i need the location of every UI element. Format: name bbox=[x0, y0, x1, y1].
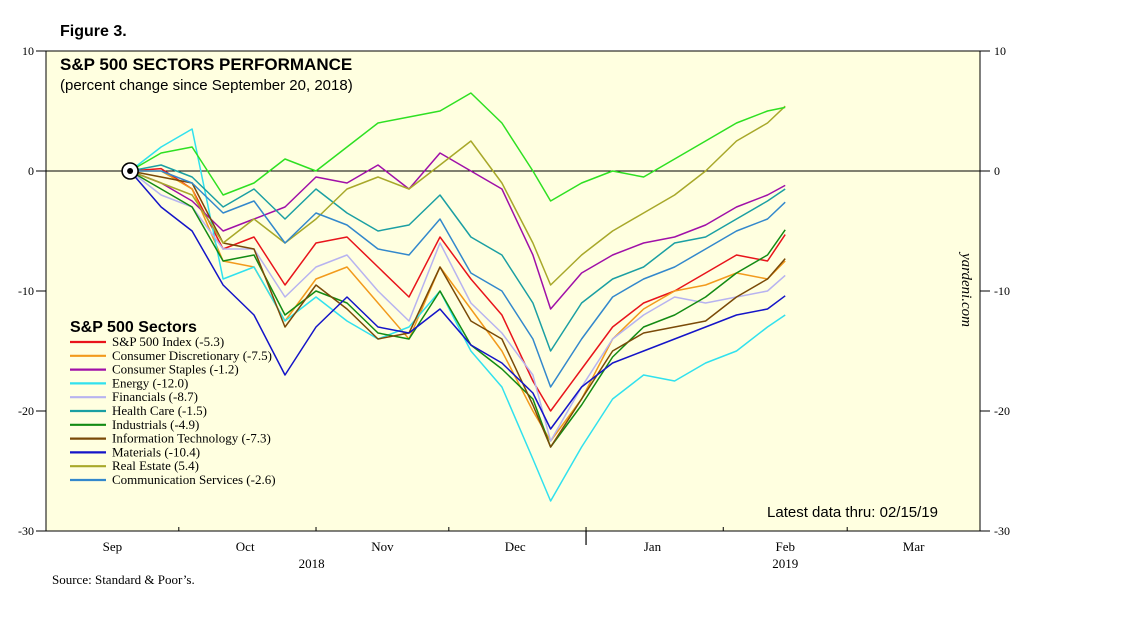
legend-label-consumer-staples: Consumer Staples (-1.2) bbox=[112, 362, 239, 377]
start-marker bbox=[121, 162, 139, 180]
plot-area bbox=[45, 50, 981, 532]
y-tick-label-right: 10 bbox=[994, 44, 1006, 58]
start-marker-dot bbox=[127, 168, 134, 174]
y-tick-label-left: 0 bbox=[28, 164, 34, 178]
x-month-label: Oct bbox=[236, 539, 255, 554]
x-month-label: Sep bbox=[103, 539, 123, 554]
x-month-label: Feb bbox=[775, 539, 795, 554]
y-tick-label-left: 10 bbox=[22, 44, 34, 58]
y-tick-label-right: -30 bbox=[994, 524, 1010, 538]
series-line-materials bbox=[129, 170, 786, 430]
legend-label-real-estate: Real Estate (5.4) bbox=[112, 458, 199, 473]
legend-label-financials: Financials (-8.7) bbox=[112, 389, 198, 404]
legend: S&P 500 Index (-5.3)Consumer Discretiona… bbox=[70, 334, 276, 487]
latest-data-note: Latest data thru: 02/15/19 bbox=[767, 504, 938, 521]
watermark: yardeni.com bbox=[958, 251, 974, 327]
series-line-consumer-staples bbox=[129, 152, 786, 310]
legend-label-health-care: Health Care (-1.5) bbox=[112, 403, 207, 418]
series-line-information-technology bbox=[129, 170, 786, 448]
y-tick-label-right: 0 bbox=[994, 164, 1000, 178]
x-year-label: 2019 bbox=[772, 556, 798, 571]
legend-label-consumer-discretionary: Consumer Discretionary (-7.5) bbox=[112, 348, 272, 363]
legend-label-energy: Energy (-12.0) bbox=[112, 375, 188, 390]
series-line-financials bbox=[129, 170, 786, 442]
legend-label-communication-services: Communication Services (-2.6) bbox=[112, 472, 276, 487]
chart-subtitle: (percent change since September 20, 2018… bbox=[60, 77, 353, 94]
x-month-label: Mar bbox=[903, 539, 925, 554]
source-note: Source: Standard & Poor’s. bbox=[52, 572, 195, 587]
y-tick-label-right: -20 bbox=[994, 404, 1010, 418]
y-tick-label-left: -10 bbox=[18, 284, 34, 298]
series-line-consumer-discretionary bbox=[130, 170, 786, 442]
legend-label-materials: Materials (-10.4) bbox=[112, 444, 200, 459]
y-tick-label-right: -10 bbox=[994, 284, 1010, 298]
series-line-energy bbox=[129, 128, 786, 502]
x-month-label: Dec bbox=[505, 539, 526, 554]
y-tick-label-left: -30 bbox=[18, 524, 34, 538]
legend-label-information-technology: Information Technology (-7.3) bbox=[112, 431, 271, 446]
y-tick-label-left: -20 bbox=[18, 404, 34, 418]
series-line-health-care bbox=[129, 164, 786, 352]
x-year-label: 2018 bbox=[299, 556, 325, 571]
x-month-label: Jan bbox=[644, 539, 662, 554]
legend-label-s-p-500-index: S&P 500 Index (-5.3) bbox=[112, 334, 224, 349]
figure-label: Figure 3. bbox=[60, 23, 127, 40]
series-line-s-p-500-index bbox=[130, 167, 786, 412]
x-month-label: Nov bbox=[371, 539, 394, 554]
series-line-utilities bbox=[129, 92, 786, 202]
chart-title: S&P 500 SECTORS PERFORMANCE bbox=[60, 55, 352, 74]
series-line-communication-services bbox=[130, 170, 786, 388]
legend-title: S&P 500 Sectors bbox=[70, 319, 197, 336]
series-line-real-estate bbox=[129, 105, 786, 286]
legend-label-industrials: Industrials (-4.9) bbox=[112, 417, 199, 432]
